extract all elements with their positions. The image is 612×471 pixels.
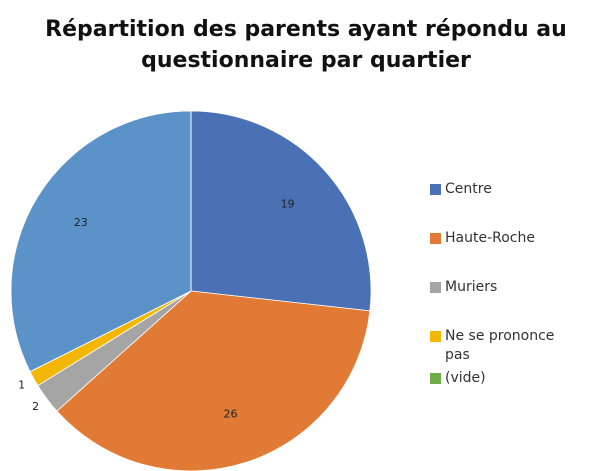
legend-item: Haute-Roche [430, 229, 580, 248]
pie-slice [190, 110, 372, 312]
legend-swatch [430, 373, 441, 384]
legend-swatch [430, 184, 441, 195]
legend-swatch [430, 233, 441, 244]
legend: Centre Haute-Roche Muriers Ne se prononce p… [430, 180, 580, 418]
legend-label: Haute-Roche [445, 230, 535, 246]
legend-swatch [430, 331, 441, 342]
legend-swatch [430, 282, 441, 293]
legend-label: Centre [445, 181, 492, 197]
legend-label: (vide) [445, 370, 486, 386]
chart-title: Répartition des parents ayant répondu au… [45, 17, 567, 73]
pie-slice [10, 110, 192, 373]
data-label: 23 [74, 216, 88, 229]
data-label: 19 [281, 198, 295, 211]
pie-slice [56, 290, 371, 471]
legend-label: Muriers [445, 279, 498, 295]
legend-item: Muriers [430, 278, 580, 297]
legend-item: Centre [430, 180, 580, 199]
data-label: 1 [18, 379, 25, 392]
data-label: 26 [224, 407, 238, 420]
legend-item: (vide) [430, 369, 580, 388]
data-label: 2 [32, 400, 39, 413]
legend-item: Ne se prononce pas [430, 327, 580, 365]
legend-label: Ne se prononce pas [445, 328, 555, 363]
